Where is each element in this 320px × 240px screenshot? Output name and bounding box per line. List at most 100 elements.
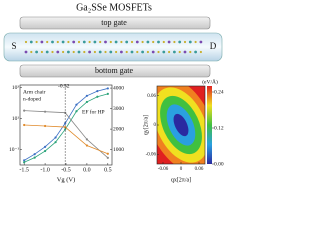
atom — [104, 50, 107, 54]
atom — [46, 40, 49, 44]
annotation: EF for HP — [82, 108, 105, 115]
atom — [98, 50, 102, 54]
atom — [51, 40, 54, 44]
point — [75, 103, 78, 106]
y-axis-label: qy[2π/a] — [143, 115, 149, 135]
top-gate-label: top gate — [101, 18, 127, 27]
x-tick-label: -0.06 — [158, 167, 169, 172]
bottom-gate-label: bottom gate — [95, 66, 133, 75]
atom — [199, 50, 202, 54]
colorbar-tick-label: 0.24 — [214, 89, 224, 95]
point — [85, 100, 89, 104]
atom — [125, 40, 129, 44]
atom — [157, 50, 160, 54]
point — [43, 149, 47, 153]
atom — [120, 40, 123, 44]
point — [85, 138, 89, 141]
top-gate — [19, 16, 211, 30]
atom — [188, 40, 192, 44]
point — [54, 136, 57, 139]
atom — [77, 50, 81, 54]
atom — [56, 40, 59, 44]
atom — [56, 50, 60, 54]
atom — [93, 40, 97, 44]
atom — [146, 50, 149, 54]
point — [106, 92, 109, 95]
y2-tick-label: 2000 — [113, 126, 124, 132]
x-tick-label: -1.0 — [40, 167, 50, 173]
colorbar-tick-label: 0.00 — [214, 161, 224, 167]
atom — [40, 40, 44, 44]
channel — [3, 32, 223, 62]
colorbar — [207, 86, 212, 164]
point — [96, 90, 99, 93]
atom — [109, 50, 113, 54]
atom — [29, 40, 33, 44]
atom — [30, 50, 33, 54]
point — [106, 152, 109, 155]
annotation: Arm chair — [23, 89, 46, 95]
point — [23, 109, 26, 112]
bottom-gate — [19, 64, 211, 78]
atom — [99, 40, 102, 44]
point — [23, 123, 26, 127]
atom — [194, 40, 197, 44]
point — [85, 94, 89, 97]
atom — [114, 40, 118, 44]
x-axis-label: qx[2π/a] — [171, 177, 191, 183]
atom — [141, 40, 144, 44]
atom — [120, 50, 123, 54]
y2-tick-label: 4000 — [113, 85, 124, 91]
atom — [199, 40, 203, 44]
atom — [72, 40, 76, 44]
atom — [115, 50, 118, 54]
y2-tick-label: 1000 — [113, 147, 124, 153]
colorbar-label: (eV/Å) — [202, 77, 218, 85]
atom — [168, 50, 171, 54]
atom — [167, 40, 171, 44]
atom — [162, 50, 166, 54]
atom — [146, 40, 150, 44]
y-tick-label: 10⁻¹ — [9, 147, 19, 153]
atom — [141, 50, 145, 54]
atoms — [24, 40, 203, 54]
point — [75, 110, 78, 113]
atom — [135, 40, 139, 44]
point — [43, 110, 47, 113]
atom — [77, 40, 81, 44]
x-tick-label: -1.5 — [19, 167, 29, 173]
point — [106, 87, 109, 90]
y-tick-label: -0.06 — [146, 152, 157, 157]
x-tick-label: 0.5 — [104, 167, 112, 173]
atom — [104, 40, 107, 44]
atom — [189, 50, 192, 54]
x-axis-label: Vg (V) — [57, 176, 76, 183]
y-tick-label: 0 — [154, 123, 157, 128]
atom — [136, 50, 139, 54]
atom — [82, 40, 86, 44]
atom — [109, 40, 112, 44]
heatmap — [157, 86, 205, 164]
point — [64, 122, 67, 125]
atom — [62, 50, 65, 54]
atom — [130, 40, 134, 44]
title: Ga₂SSe MOSFETs — [76, 2, 152, 13]
figure: Ga₂SSe MOSFETs top gate S D bottom gate … — [3, 2, 224, 183]
atom — [125, 50, 128, 54]
atom — [173, 50, 176, 54]
atom — [173, 40, 176, 44]
point — [85, 144, 89, 147]
x-tick-label: 0.0 — [83, 167, 91, 173]
atom — [35, 50, 38, 54]
atom — [61, 40, 65, 44]
y2-tick-label: 3000 — [113, 106, 124, 112]
atom — [67, 40, 70, 44]
annotation: -0.52 — [58, 83, 70, 89]
atom — [178, 40, 182, 44]
atom — [35, 40, 38, 44]
atom — [183, 50, 187, 54]
point — [54, 141, 57, 144]
atom — [83, 50, 86, 54]
x-tick-label: -0.5 — [61, 167, 71, 173]
atom — [194, 50, 198, 54]
